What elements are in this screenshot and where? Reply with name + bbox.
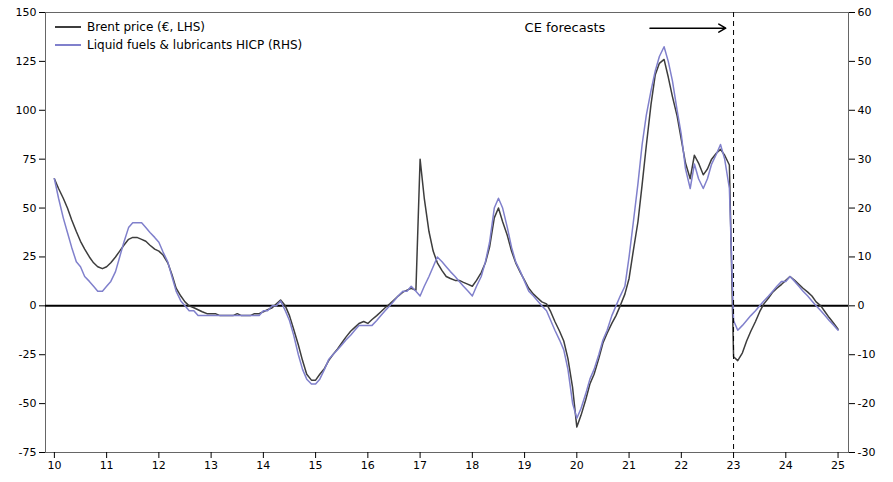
- svg-text:25: 25: [23, 250, 37, 263]
- svg-text:12: 12: [152, 459, 166, 472]
- svg-text:30: 30: [858, 153, 872, 166]
- svg-text:40: 40: [858, 104, 872, 117]
- svg-text:15: 15: [309, 459, 323, 472]
- svg-text:-10: -10: [858, 348, 876, 361]
- svg-text:19: 19: [518, 459, 532, 472]
- svg-text:21: 21: [622, 459, 636, 472]
- svg-text:20: 20: [570, 459, 584, 472]
- svg-text:20: 20: [858, 202, 872, 215]
- svg-text:10: 10: [47, 459, 61, 472]
- svg-text:60: 60: [858, 6, 872, 19]
- svg-text:-75: -75: [19, 446, 37, 459]
- svg-text:150: 150: [16, 6, 37, 19]
- svg-text:16: 16: [361, 459, 375, 472]
- svg-text:22: 22: [674, 459, 688, 472]
- svg-text:50: 50: [858, 55, 872, 68]
- svg-text:0: 0: [858, 299, 865, 312]
- svg-text:24: 24: [779, 459, 793, 472]
- svg-text:125: 125: [16, 55, 37, 68]
- svg-text:-30: -30: [858, 446, 876, 459]
- svg-text:100: 100: [16, 104, 37, 117]
- svg-text:CE forecasts: CE forecasts: [525, 20, 606, 35]
- svg-text:-25: -25: [19, 348, 37, 361]
- svg-text:13: 13: [204, 459, 218, 472]
- svg-text:75: 75: [23, 153, 37, 166]
- svg-text:11: 11: [100, 459, 114, 472]
- svg-text:0: 0: [30, 299, 37, 312]
- svg-text:-20: -20: [858, 397, 876, 410]
- svg-text:25: 25: [831, 459, 845, 472]
- svg-text:18: 18: [465, 459, 479, 472]
- svg-text:10: 10: [858, 250, 872, 263]
- svg-text:14: 14: [256, 459, 270, 472]
- html-text:Brent price (€, LHS): Brent price (€, LHS): [87, 20, 205, 34]
- svg-text:-50: -50: [19, 397, 37, 410]
- svg-text:50: 50: [23, 202, 37, 215]
- html-text:Liquid fuels & lubricants HICP: Liquid fuels & lubricants HICP (RHS): [87, 38, 303, 52]
- svg-text:17: 17: [413, 459, 427, 472]
- svg-text:23: 23: [727, 459, 741, 472]
